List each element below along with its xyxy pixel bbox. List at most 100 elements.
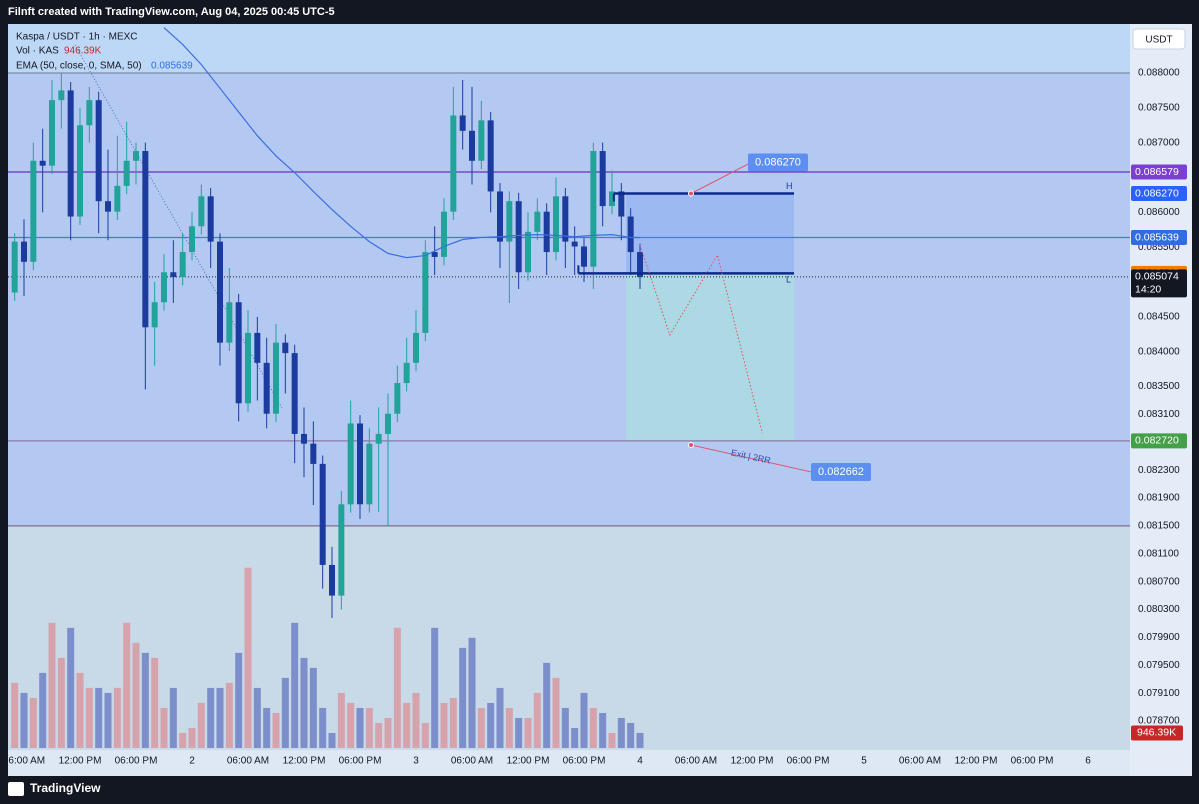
candle-body xyxy=(394,383,401,414)
legend-ema-value: 0.085639 xyxy=(151,61,193,72)
candle-body xyxy=(179,252,186,278)
candle-body xyxy=(487,120,494,192)
x-tick-label: 06:00 PM xyxy=(787,756,830,767)
x-tick-label: 6 xyxy=(1085,756,1091,767)
volume-bar xyxy=(104,692,112,748)
candle-body xyxy=(385,413,392,434)
candle-body xyxy=(599,151,606,207)
volume-bar xyxy=(468,637,476,748)
candle-body xyxy=(431,252,438,257)
candle-body xyxy=(95,100,102,202)
zone xyxy=(8,72,1130,526)
candle-body xyxy=(105,201,112,212)
volume-bar xyxy=(356,707,364,748)
volume-bar xyxy=(515,717,523,748)
candle-body xyxy=(58,90,65,101)
candle-body xyxy=(618,191,625,217)
x-tick-label: 4 xyxy=(637,756,643,767)
candle-body xyxy=(422,252,429,333)
plot-area: HL xyxy=(8,24,1130,748)
volume-bar xyxy=(29,697,37,748)
y-tick-label: 0.079500 xyxy=(1138,660,1180,671)
candle-body xyxy=(217,241,224,343)
y-tick-label: 0.082300 xyxy=(1138,465,1180,476)
candle-body xyxy=(123,160,130,186)
candle-body xyxy=(189,226,196,253)
candle-body xyxy=(571,241,578,247)
y-tick-label: 0.087500 xyxy=(1138,102,1180,113)
hl-label: H xyxy=(786,181,793,191)
currency-button[interactable] xyxy=(1132,28,1186,50)
currency-label[interactable]: USDT xyxy=(1145,35,1172,46)
volume-bar xyxy=(160,707,168,748)
candle-body xyxy=(338,504,345,596)
price-tag xyxy=(1131,433,1187,449)
candle-body xyxy=(319,463,326,565)
candle-body xyxy=(553,196,560,253)
candle-body xyxy=(226,302,233,343)
x-tick-label: 12:00 PM xyxy=(59,756,102,767)
volume-bar xyxy=(384,717,392,748)
price-tag xyxy=(1131,230,1187,246)
y-tick-label: 0.080700 xyxy=(1138,576,1180,587)
candle-body xyxy=(329,564,336,596)
volume-bar xyxy=(85,687,93,748)
volume-bar xyxy=(300,657,308,748)
candle-body xyxy=(450,115,457,212)
y-tick-label: 0.081100 xyxy=(1138,548,1179,559)
candle-body xyxy=(581,246,588,267)
candle-body xyxy=(590,151,597,267)
candle-body xyxy=(133,151,140,161)
candle-body xyxy=(86,100,93,126)
candle-body xyxy=(403,362,410,384)
volume-bar xyxy=(543,662,551,748)
volume-bar xyxy=(235,652,243,748)
callout-line xyxy=(690,162,752,194)
price-tag xyxy=(1131,186,1187,202)
volume-bar xyxy=(132,642,140,748)
candle-body xyxy=(291,353,298,434)
callout-label: 0.086270 xyxy=(755,156,801,168)
x-tick-label: 12:00 PM xyxy=(731,756,774,767)
volume-bar xyxy=(20,692,28,748)
legend-volume: Vol · KAS xyxy=(16,46,59,57)
x-tick-label: 3 xyxy=(413,756,419,767)
volume-bar xyxy=(440,702,448,748)
volume-bar xyxy=(617,717,625,748)
x-tick-label: 06:00 PM xyxy=(1011,756,1054,767)
candle-body xyxy=(469,130,476,161)
countdown: 14:20 xyxy=(1135,284,1161,296)
volume-bar xyxy=(57,657,65,748)
volume-bar xyxy=(487,702,495,748)
price-tag-label: 0.085074 xyxy=(1135,271,1179,283)
volume-bar xyxy=(599,712,607,748)
volume-bar xyxy=(207,687,215,748)
candle-body xyxy=(525,231,532,273)
candle-body xyxy=(114,185,121,212)
volume-bar xyxy=(552,677,560,748)
y-tick-label: 0.084500 xyxy=(1138,312,1180,323)
candle-body xyxy=(170,272,177,278)
price-tag xyxy=(1131,164,1187,180)
candle-body xyxy=(347,423,354,505)
volume-bar xyxy=(244,567,252,748)
time-axis xyxy=(8,750,1130,776)
x-tick-label: 12:00 PM xyxy=(507,756,550,767)
x-tick-label: 06:00 AM xyxy=(899,756,941,767)
y-tick-label: 0.078700 xyxy=(1138,716,1180,727)
x-tick-label: 06:00 PM xyxy=(563,756,606,767)
price-tag-label: 0.086270 xyxy=(1135,187,1179,199)
callout-line xyxy=(690,444,812,473)
volume-bar xyxy=(505,707,513,748)
candle-body xyxy=(375,433,382,444)
volume-bar xyxy=(524,717,532,748)
volume-bar xyxy=(571,727,579,748)
candle-body xyxy=(77,125,84,217)
candle-body xyxy=(413,332,420,363)
volume-bar xyxy=(337,692,345,748)
y-tick-label: 0.079100 xyxy=(1138,688,1180,699)
candle-body xyxy=(366,443,373,505)
volume-bar xyxy=(216,687,224,748)
x-tick-label: 06:00 AM xyxy=(3,756,45,767)
